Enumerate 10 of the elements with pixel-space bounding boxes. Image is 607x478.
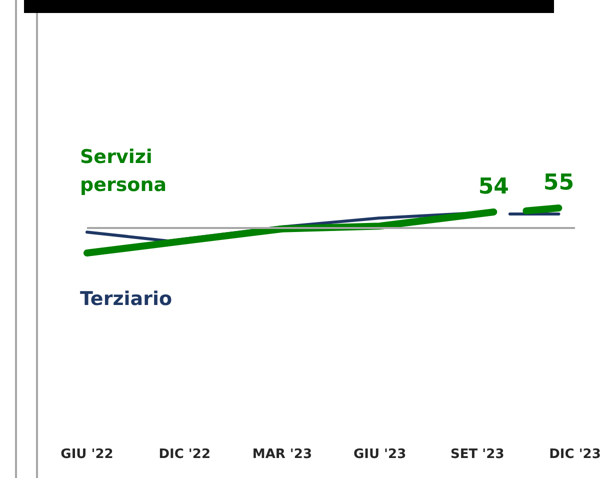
data-label: 54 bbox=[478, 174, 509, 200]
text: Terziario bbox=[80, 288, 172, 310]
x-tick-label: GIU '22 bbox=[60, 447, 114, 462]
data-label: 55 bbox=[543, 170, 574, 196]
x-tick-label: MAR '23 bbox=[252, 447, 312, 462]
text: Servizi persona bbox=[80, 146, 167, 196]
x-tick-label: SET '23 bbox=[450, 447, 504, 462]
x-tick-label: DIC '22 bbox=[158, 447, 210, 462]
x-tick-label: DIC '23 bbox=[549, 447, 601, 462]
x-tick-label: GIU '23 bbox=[353, 447, 406, 462]
